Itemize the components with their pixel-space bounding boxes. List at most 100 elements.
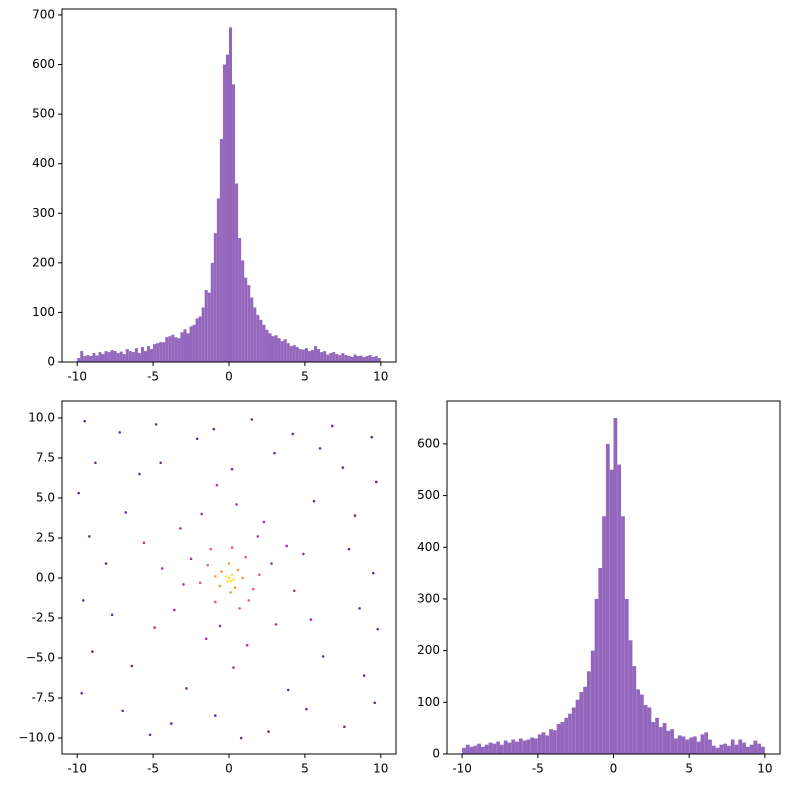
histogram-bar [473, 745, 478, 754]
histogram-bar [210, 262, 214, 362]
histogram-bar [643, 704, 648, 754]
scatter-point [154, 423, 158, 426]
scatter-point [239, 736, 243, 740]
scatter-point [267, 730, 270, 733]
scatter-point [218, 584, 222, 588]
histogram-bar [674, 738, 678, 754]
histogram-bar [201, 307, 205, 362]
histogram-bar [344, 355, 348, 362]
y-tick-label: 10.0 [28, 410, 55, 424]
histogram-bar [655, 717, 659, 754]
histogram-bar [310, 350, 315, 362]
x-tick-label: 10 [757, 762, 772, 776]
histogram-bar [583, 686, 588, 754]
scatter-point [214, 575, 217, 578]
scatter-point [302, 552, 305, 556]
y-tick-label: 200 [32, 255, 55, 269]
histogram-bar [259, 319, 263, 362]
scatter-point [182, 583, 185, 586]
histogram-bar [685, 739, 690, 754]
histogram-bar [314, 346, 318, 362]
x-tick-label: 10 [373, 762, 388, 776]
histogram-bar [192, 324, 196, 362]
histogram-bar [98, 352, 102, 362]
scatter-point [227, 562, 231, 565]
histogram-bar [150, 349, 154, 362]
y-tick-label: 100 [32, 305, 55, 319]
histogram-bar [286, 343, 290, 362]
scatter-point [370, 435, 374, 439]
histogram-bar [326, 354, 330, 362]
histogram-bar [651, 721, 656, 754]
x-tick-label: -5 [532, 762, 544, 776]
histogram-bar [711, 745, 716, 754]
histogram-bar [83, 356, 87, 362]
scatter-point [321, 655, 325, 658]
histogram-bar [621, 516, 625, 754]
scatter-point [330, 424, 334, 428]
scatter-point [262, 520, 266, 524]
histogram-bar [738, 739, 743, 754]
scatter-point [309, 618, 313, 621]
histogram-bar [624, 598, 629, 754]
scatter-point [130, 664, 134, 668]
histogram-bar [262, 324, 266, 362]
histogram-bar [552, 730, 557, 754]
y-tick-label: 500 [417, 488, 440, 502]
histogram-bar [235, 183, 239, 362]
histogram-bar [307, 351, 311, 362]
histogram-bar [377, 358, 381, 362]
histogram-bar [745, 746, 750, 754]
histogram-bar [704, 732, 709, 754]
scatter-point [83, 419, 87, 423]
histogram-bar [639, 694, 644, 754]
x-tick-label: 0 [225, 370, 233, 384]
scatter-point [285, 544, 288, 548]
histogram-bar [147, 346, 151, 362]
histogram-bar [530, 737, 535, 754]
scatter-point [218, 624, 222, 628]
histogram-bar [590, 650, 595, 754]
scatter-point [376, 627, 380, 631]
scatter-point [224, 575, 228, 578]
scatter-point [292, 589, 296, 593]
histogram-bar [195, 318, 199, 362]
histogram-bar [677, 735, 682, 754]
histogram-bar [301, 349, 305, 362]
scatter-point [343, 725, 346, 729]
histogram-bar [162, 342, 166, 362]
histogram-bar [277, 338, 281, 362]
y-tick-label: 0.0 [36, 570, 55, 584]
histogram-bar [727, 745, 731, 754]
scatter-point [232, 578, 235, 581]
histogram-bar [628, 640, 633, 754]
scatter-point [110, 613, 114, 617]
histogram-bar [692, 736, 697, 754]
histogram-bar [107, 352, 111, 362]
histogram-bar [156, 343, 160, 362]
histogram-bar [742, 742, 746, 754]
histogram-bar [89, 356, 93, 362]
histogram-bar [119, 351, 123, 362]
scatter-point [121, 709, 125, 713]
y-tick-label: 400 [32, 156, 55, 170]
y-tick-label: 0 [432, 747, 440, 761]
histogram-bar [165, 337, 169, 362]
histogram-bar [116, 353, 120, 362]
y-tick-label: 400 [417, 540, 440, 554]
histogram-bar [613, 418, 618, 754]
histogram-bar [465, 744, 470, 754]
scatter-point [206, 563, 210, 567]
scatter-point [153, 626, 156, 629]
histogram-bar [541, 732, 546, 754]
histogram-bar [268, 333, 272, 362]
scatter-point [204, 637, 208, 641]
scatter-point [238, 607, 241, 610]
histogram-bar [247, 285, 251, 362]
scatter-point [148, 733, 152, 737]
histogram-bar [338, 355, 342, 362]
x-tick-label: 10 [373, 370, 388, 384]
histogram-bar [522, 740, 527, 754]
histogram-bar [371, 357, 375, 362]
histogram-bar [274, 335, 278, 362]
